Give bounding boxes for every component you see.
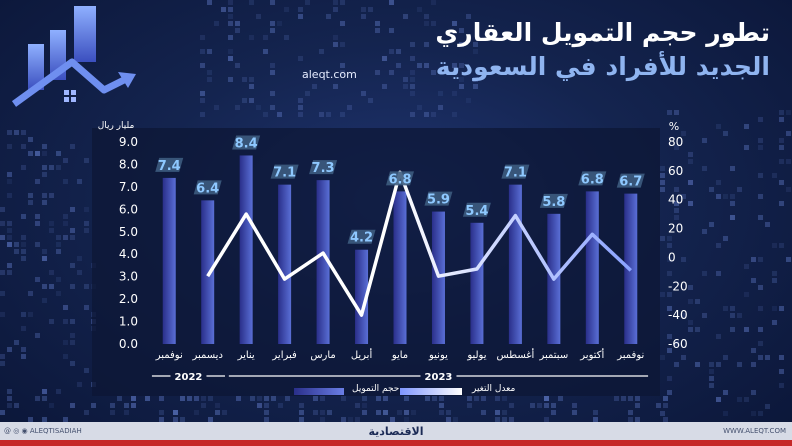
data-label: 6.8 [388,172,411,187]
bar [201,200,215,344]
data-label-bg [462,202,491,217]
data-label: 5.8 [542,195,565,210]
bar [316,180,330,344]
right-axis-tick: -60 [668,337,688,351]
data-label: 7.4 [158,159,181,174]
data-label: 5.4 [465,204,488,219]
right-axis-tick: -20 [668,279,688,293]
data-label: 7.3 [312,161,335,176]
data-label-bg [270,164,299,179]
left-axis-label: مليار ريال [98,121,135,131]
x-axis-tick: يناير [237,350,255,361]
data-label-bg [616,173,645,188]
left-axis-tick: 5.0 [119,225,138,239]
data-label: 4.2 [350,231,373,246]
footer-stripe [0,440,792,446]
data-label: 8.4 [235,136,258,151]
legend-swatch-line [400,388,462,395]
data-label-bg [386,171,414,186]
x-axis-tick: أبريل [351,348,373,361]
bar [278,184,292,344]
data-label-bg [309,160,338,175]
x-axis-tick: فبراير [271,350,297,361]
x-axis-tick: أكتوبر [579,348,604,361]
x-axis-tick: مايو [391,350,408,361]
year-label: 2023 [425,372,453,383]
left-axis-tick: 1.0 [119,315,138,329]
data-label: 5.9 [427,193,450,208]
left-axis-tick: 3.0 [119,270,138,284]
left-axis-tick: 8.0 [119,157,138,171]
data-label-bg [539,193,568,208]
left-axis-tick: 7.0 [119,180,138,194]
right-axis-label: % [669,120,679,133]
left-axis-tick: 0.0 [119,337,138,351]
right-axis-tick: 80 [668,135,683,149]
data-label: 6.7 [619,175,642,190]
source-text: aleqt.com [302,68,357,81]
legend-swatch-bar [294,388,344,395]
social-handle: @ ◎ ◉ ALEQTISADIAH [4,427,82,435]
data-label: 7.1 [273,166,296,181]
house-chart-logo-icon [11,6,136,107]
bar [585,191,599,344]
right-axis-tick: -40 [668,308,688,322]
right-axis-tick: 60 [668,164,683,178]
bar [508,184,522,344]
chart-title: تطور حجم التمويل العقاري [435,18,770,47]
x-axis-tick: يونيو [428,350,448,361]
x-axis-tick: يوليو [466,350,486,361]
x-axis-tick: نوفمبر [616,350,644,361]
legend-label-line: معدل التغير [472,384,516,394]
right-axis-tick: 20 [668,222,683,236]
right-axis-tick: 0 [668,250,676,264]
bar [239,155,253,344]
data-label-bg [193,180,222,195]
left-axis-tick: 2.0 [119,292,138,306]
data-label-bg [155,157,184,172]
x-axis-tick: سبتمبر [538,350,568,361]
right-axis-tick: 40 [668,193,683,207]
legend-label-bar: حجم التمويل [352,384,400,394]
x-axis-tick: نوفمبر [155,350,183,361]
data-label-bg [347,229,376,244]
chart-subtitle: الجديد للأفراد في السعودية [435,52,770,81]
left-axis-tick: 6.0 [119,202,138,216]
data-label: 7.1 [504,166,527,181]
x-axis-tick: ديسمبر [191,350,222,361]
bar [393,191,407,344]
data-label-bg [578,171,607,186]
bar [355,249,369,344]
year-label: 2022 [175,372,203,383]
x-axis-tick: أغسطس [496,348,534,361]
data-label: 6.8 [581,172,604,187]
line-series [206,170,632,317]
data-label-bg [232,135,261,150]
brand-logo-text: الاقتصادية [368,425,424,438]
website-url: WWW.ALEQT.COM [723,427,786,435]
bar [162,177,176,344]
left-axis-tick: 4.0 [119,247,138,261]
left-axis-tick: 9.0 [119,135,138,149]
bar [470,222,484,344]
data-label-bg [501,164,530,179]
x-axis-tick: مارس [310,350,335,361]
data-label-bg [424,191,453,206]
data-label: 6.4 [196,181,219,196]
